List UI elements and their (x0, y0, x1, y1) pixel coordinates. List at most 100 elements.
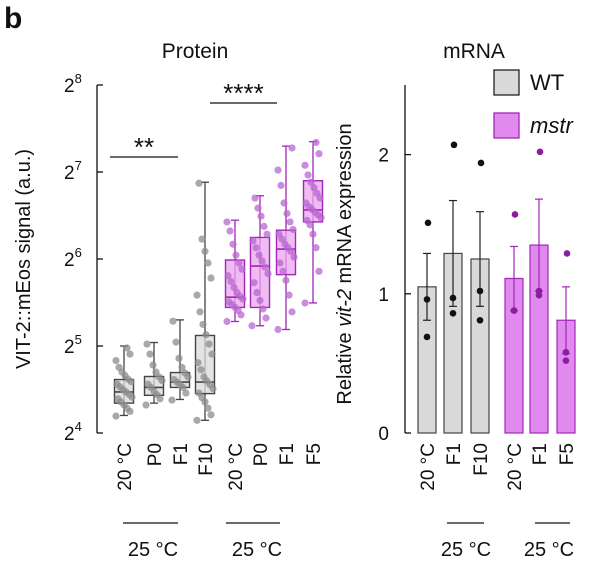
protein-data-point (310, 184, 318, 192)
protein-data-point (274, 166, 282, 174)
mrna-data-point (449, 294, 457, 302)
protein-y-tick-exponent: 8 (75, 71, 82, 86)
protein-data-point (168, 396, 176, 404)
protein-data-point (202, 331, 210, 339)
protein-data-point (307, 178, 315, 186)
protein-data-point (279, 267, 287, 275)
protein-y-tick-base: 2 (64, 424, 75, 445)
protein-data-point (142, 401, 150, 409)
mrna-temperature-brackets: 25 °C 25 °C (441, 522, 574, 561)
protein-data-point (178, 363, 186, 371)
protein-x-tick-labels: 20 °C P0 F1 F10 20 °C P0 F1 F5 (115, 443, 325, 491)
protein-y-tick-exponent: 6 (75, 245, 82, 260)
mrna-y-tick-label: 0 (378, 424, 389, 445)
mrna-bar-2 (443, 141, 463, 434)
protein-temperature-brackets: 25 °C 25 °C (123, 522, 282, 561)
protein-box-plot: Protein VIT-2::mEos signal (a.u.) 242526… (13, 40, 325, 561)
protein-data-point (277, 181, 285, 190)
protein-boxes (112, 138, 325, 424)
protein-y-axis-label: VIT-2::mEos signal (a.u.) (13, 149, 35, 369)
protein-data-point (283, 209, 291, 218)
protein-x-tick-label: F5 (304, 443, 325, 465)
protein-y-tick-exponent: 7 (75, 158, 82, 173)
mrna-title: mRNA (443, 40, 505, 63)
protein-data-point (264, 269, 272, 278)
mrna-x-tick-label: F10 (471, 443, 492, 476)
protein-significance: ****** (110, 78, 277, 162)
mrna-y-ticks: 0 1 2 (378, 146, 411, 445)
protein-x-tick-label: F1 (277, 443, 298, 465)
protein-data-point (195, 389, 203, 397)
protein-data-point (301, 299, 309, 307)
protein-data-point (227, 277, 235, 286)
protein-box-7 (274, 144, 298, 334)
mrna-temperature-label: 25 °C (441, 539, 491, 561)
protein-data-point (144, 380, 152, 388)
panel-letter: b (4, 2, 22, 35)
protein-data-point (208, 350, 216, 358)
mrna-x-tick-label: F1 (530, 443, 551, 465)
protein-y-tick-label: 25 (64, 332, 82, 358)
protein-data-point (197, 366, 205, 374)
mrna-data-point (423, 296, 431, 303)
protein-data-point (263, 230, 271, 238)
protein-data-point (115, 363, 123, 371)
protein-data-point (280, 199, 288, 207)
mrna-data-point (450, 141, 458, 149)
mrna-data-point (562, 348, 570, 356)
protein-significance-stars: **** (223, 78, 263, 108)
protein-data-point (112, 356, 120, 365)
protein-data-point (223, 317, 231, 326)
legend-label-mstr: mstr (530, 113, 574, 138)
mrna-bar-5 (529, 148, 549, 434)
mrna-bar-4 (504, 211, 524, 434)
protein-data-point (286, 218, 294, 226)
legend-swatch-mstr (493, 112, 520, 139)
protein-y-tick-exponent: 4 (75, 419, 82, 434)
protein-data-point (181, 369, 189, 377)
mrna-data-point (511, 211, 519, 218)
protein-data-point (290, 253, 298, 261)
protein-y-tick-label: 26 (64, 245, 82, 271)
protein-data-point (238, 265, 246, 273)
protein-data-point (262, 314, 270, 322)
mrna-bars (417, 141, 576, 434)
protein-data-point (309, 230, 317, 238)
protein-data-point (232, 251, 240, 259)
protein-data-point (172, 338, 180, 346)
protein-y-tick-base: 2 (64, 337, 75, 358)
protein-data-point (257, 212, 265, 220)
protein-data-point (207, 411, 215, 419)
protein-data-point (254, 204, 262, 212)
protein-data-point (193, 416, 201, 424)
protein-data-point (315, 267, 323, 275)
mrna-y-axis-label-suffix: mRNA expression (334, 123, 356, 289)
protein-x-tick-label: P0 (145, 443, 166, 466)
protein-data-point (114, 395, 122, 403)
protein-data-point (204, 404, 212, 412)
mrna-x-tick-label: F5 (557, 443, 578, 465)
mrna-x-tick-labels: 20 °C F1 F10 20 °C F1 F5 (418, 443, 578, 491)
protein-data-point (274, 325, 282, 334)
protein-data-point (123, 344, 131, 352)
protein-data-point (182, 389, 190, 397)
protein-data-point (152, 368, 160, 376)
protein-data-point (194, 359, 202, 367)
mrna-data-point (563, 250, 571, 257)
protein-data-point (195, 179, 203, 187)
protein-data-point (288, 308, 296, 316)
protein-data-point (261, 263, 269, 271)
protein-y-tick-label: 24 (64, 419, 82, 445)
protein-data-point (276, 259, 284, 267)
protein-data-point (313, 189, 321, 197)
protein-data-point (224, 272, 232, 280)
protein-data-point (193, 291, 201, 299)
mrna-y-axis-label-prefix: Relative (334, 327, 356, 405)
protein-data-point (303, 216, 311, 225)
protein-y-tick-base: 2 (64, 76, 75, 97)
protein-data-point (288, 144, 296, 152)
protein-data-point (230, 283, 238, 292)
protein-temperature-label: 25 °C (232, 539, 282, 561)
protein-data-point (205, 340, 213, 348)
